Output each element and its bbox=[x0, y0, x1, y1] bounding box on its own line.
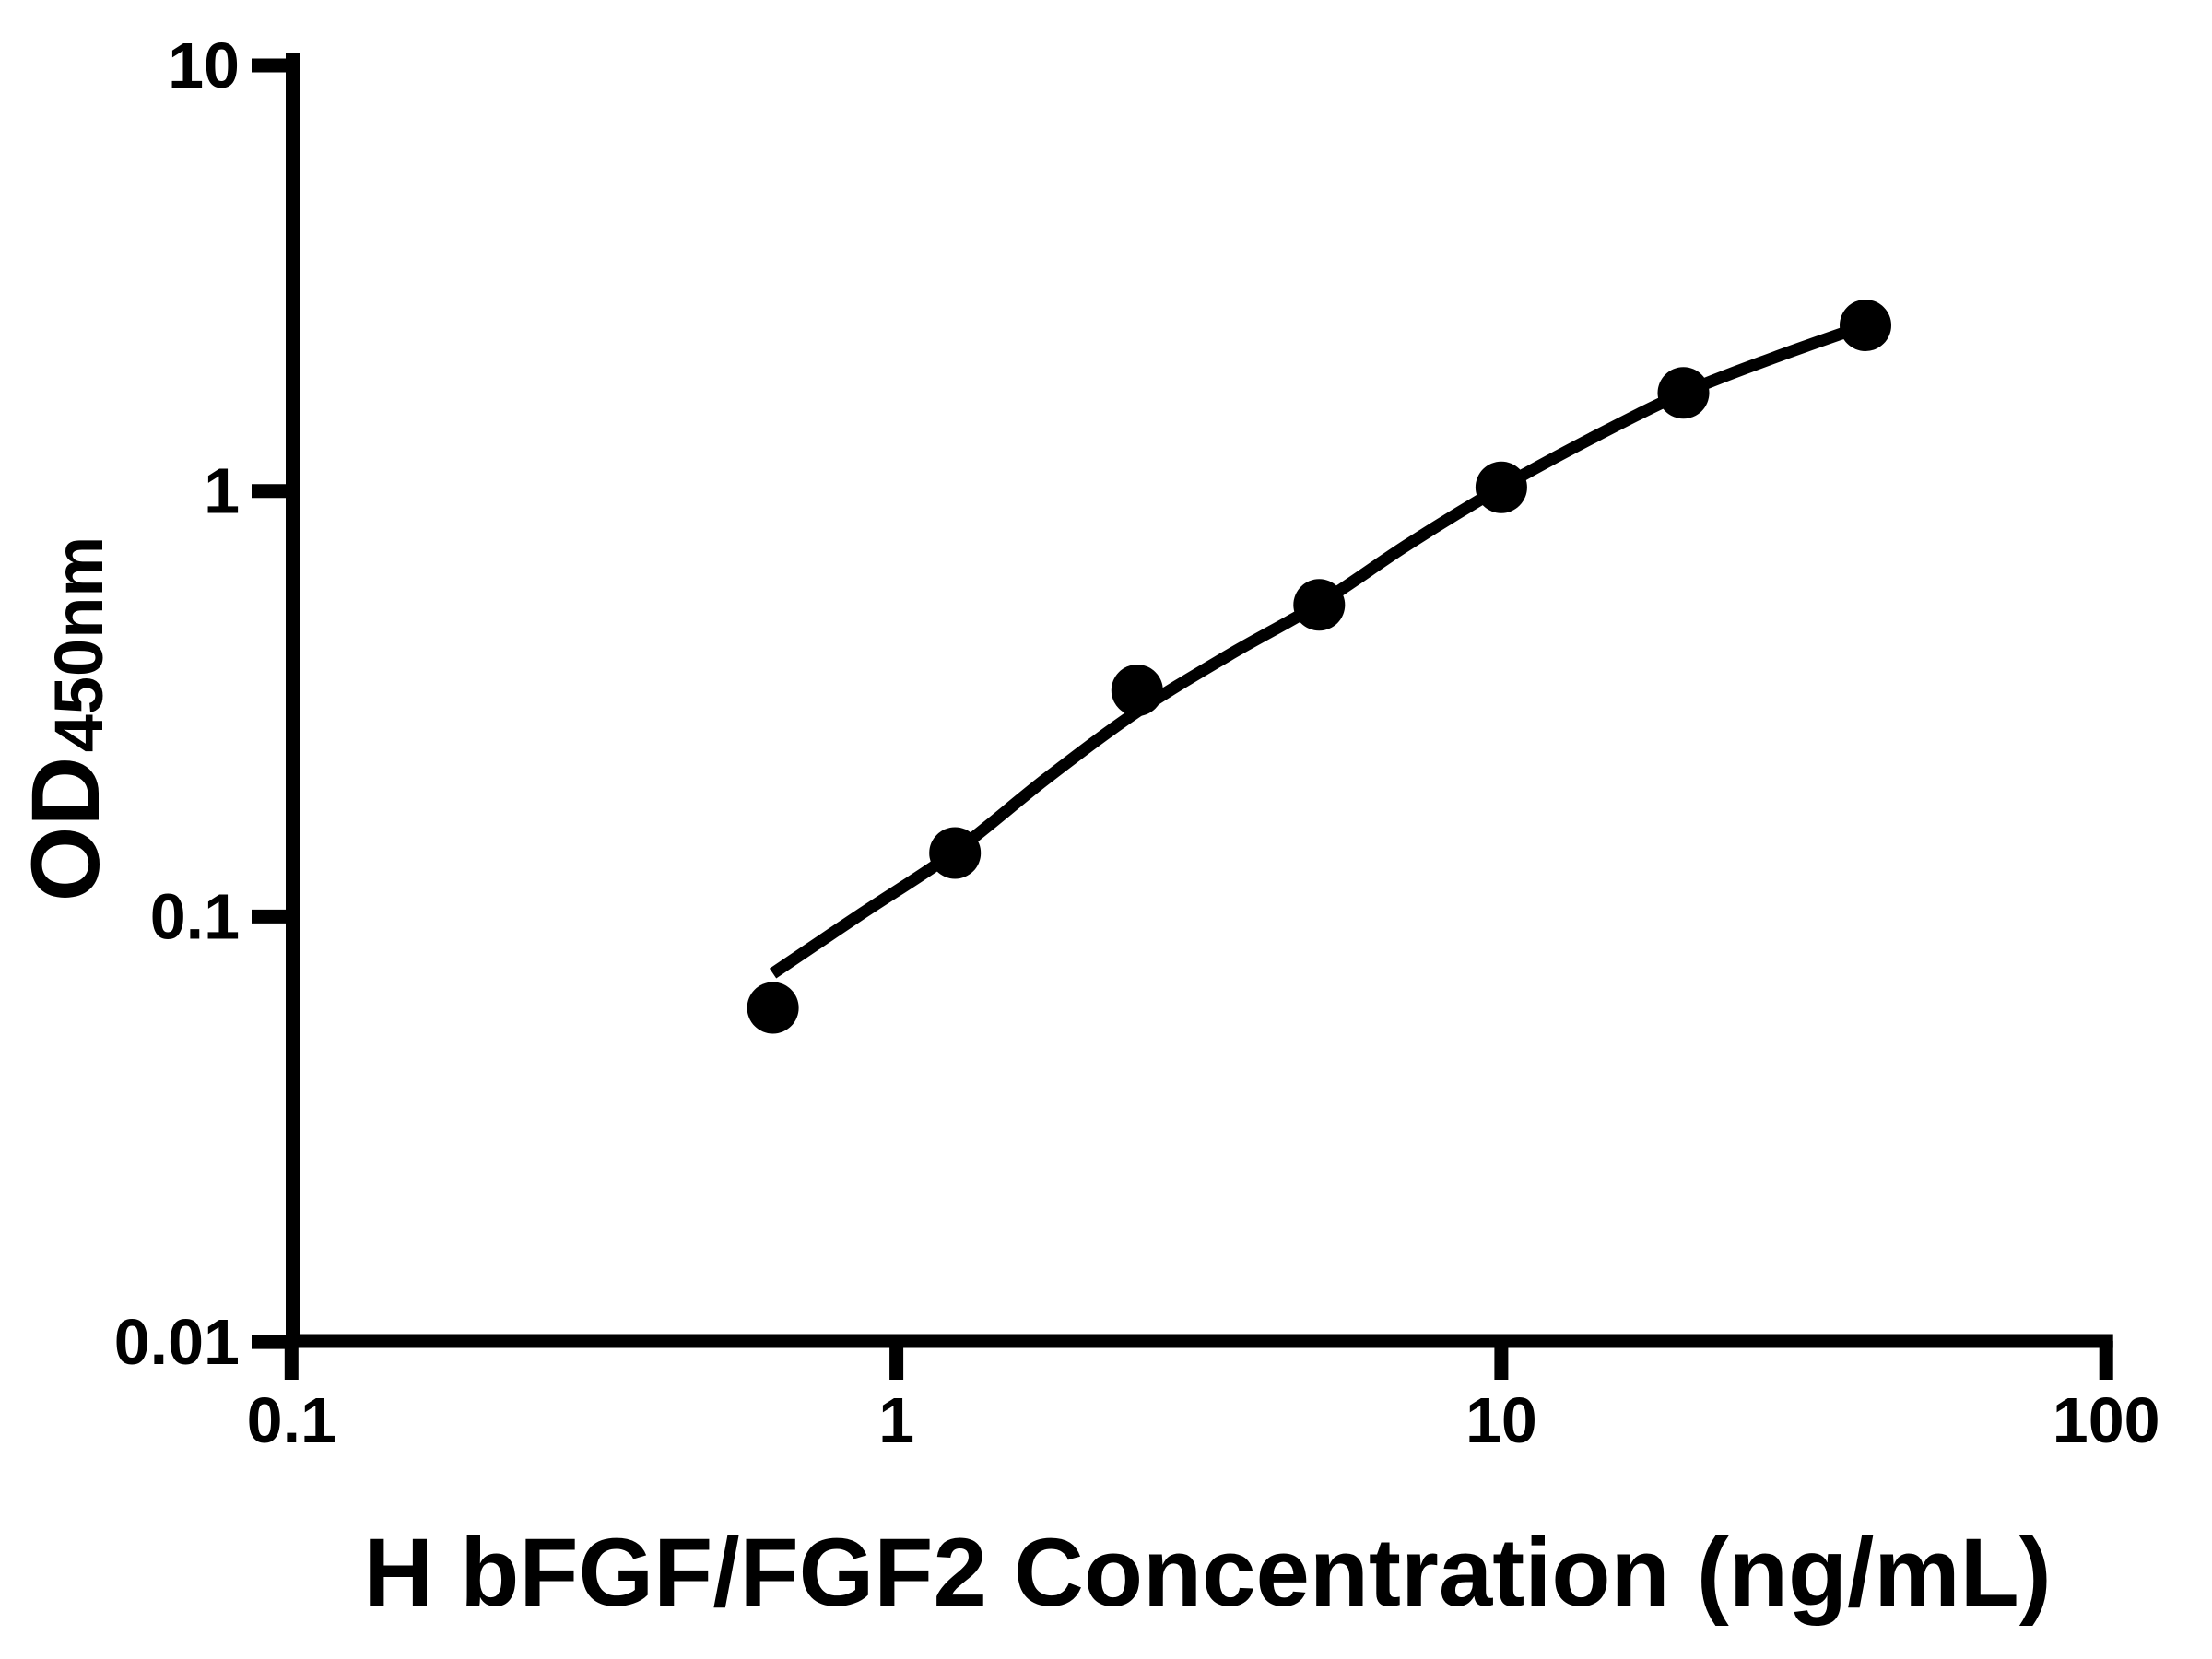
data-point-1 bbox=[747, 982, 799, 1034]
x-axis-ticks: 0.1 1 10 100 bbox=[247, 1341, 2160, 1456]
y-tick-label-0.1: 0.1 bbox=[150, 880, 240, 952]
data-point-5 bbox=[1475, 461, 1527, 513]
data-point-2 bbox=[929, 827, 982, 879]
standard-curve-line bbox=[769, 319, 1868, 979]
data-point-7 bbox=[1840, 300, 1891, 351]
axes bbox=[286, 53, 2113, 1348]
x-tick-label-0.1: 0.1 bbox=[247, 1384, 336, 1456]
y-tick-label-0.01: 0.01 bbox=[114, 1306, 240, 1378]
y-tick-label-1: 1 bbox=[204, 455, 240, 527]
x-tick-label-10: 10 bbox=[1465, 1384, 1537, 1456]
data-point-3 bbox=[1111, 665, 1163, 716]
data-points bbox=[747, 300, 1891, 1034]
y-axis-title-sub: 450nm bbox=[41, 536, 117, 752]
data-point-4 bbox=[1293, 579, 1346, 631]
x-tick-label-100: 100 bbox=[2053, 1384, 2160, 1456]
data-point-6 bbox=[1657, 367, 1710, 419]
x-tick-label-1: 1 bbox=[878, 1384, 914, 1456]
y-tick-label-10: 10 bbox=[168, 29, 240, 101]
y-axis-title-main: OD bbox=[12, 757, 120, 902]
x-axis-title: H bFGF/FGF2 Concentration (ng/mL) bbox=[363, 1519, 2052, 1627]
y-axis-title: OD 450nm bbox=[12, 536, 120, 901]
y-axis-ticks: 10 1 0.1 0.01 bbox=[114, 29, 293, 1378]
